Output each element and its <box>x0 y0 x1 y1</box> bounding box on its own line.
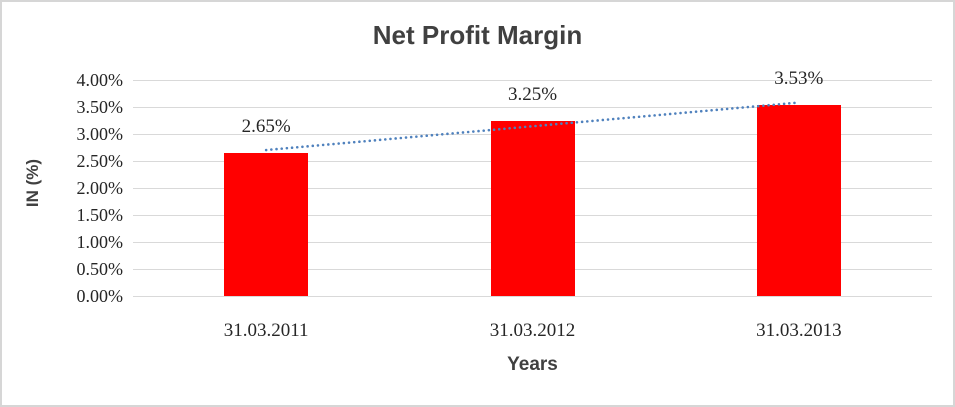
x-category-label: 31.03.2013 <box>756 320 842 341</box>
x-category-label: 31.03.2012 <box>489 320 576 341</box>
y-tick-label: 1.00% <box>76 232 124 252</box>
y-tick-label: 2.50% <box>76 151 124 171</box>
y-tick-label: 0.50% <box>76 259 124 279</box>
y-tick-label: 0.00% <box>76 286 124 306</box>
gridline <box>133 295 932 297</box>
y-tick-label: 4.00% <box>76 70 124 90</box>
data-label: 3.53% <box>774 68 824 90</box>
y-tick-label: 1.50% <box>76 205 124 225</box>
bar-31.03.2013 <box>756 105 841 296</box>
y-tick-label: 2.00% <box>76 178 124 198</box>
data-label: 2.65% <box>241 115 291 137</box>
data-label: 3.25% <box>507 83 558 105</box>
bar-31.03.2011 <box>224 152 309 296</box>
x-axis-title: Years <box>507 354 558 375</box>
y-tick-label: 3.50% <box>76 97 124 117</box>
y-axis-title: IN (%) <box>23 158 42 208</box>
gridline <box>133 79 932 81</box>
chart-title: Net Profit Margin <box>372 20 583 50</box>
bar-31.03.2012 <box>490 120 575 296</box>
y-tick-label: 3.00% <box>76 124 124 144</box>
x-category-label: 31.03.2011 <box>223 320 309 341</box>
